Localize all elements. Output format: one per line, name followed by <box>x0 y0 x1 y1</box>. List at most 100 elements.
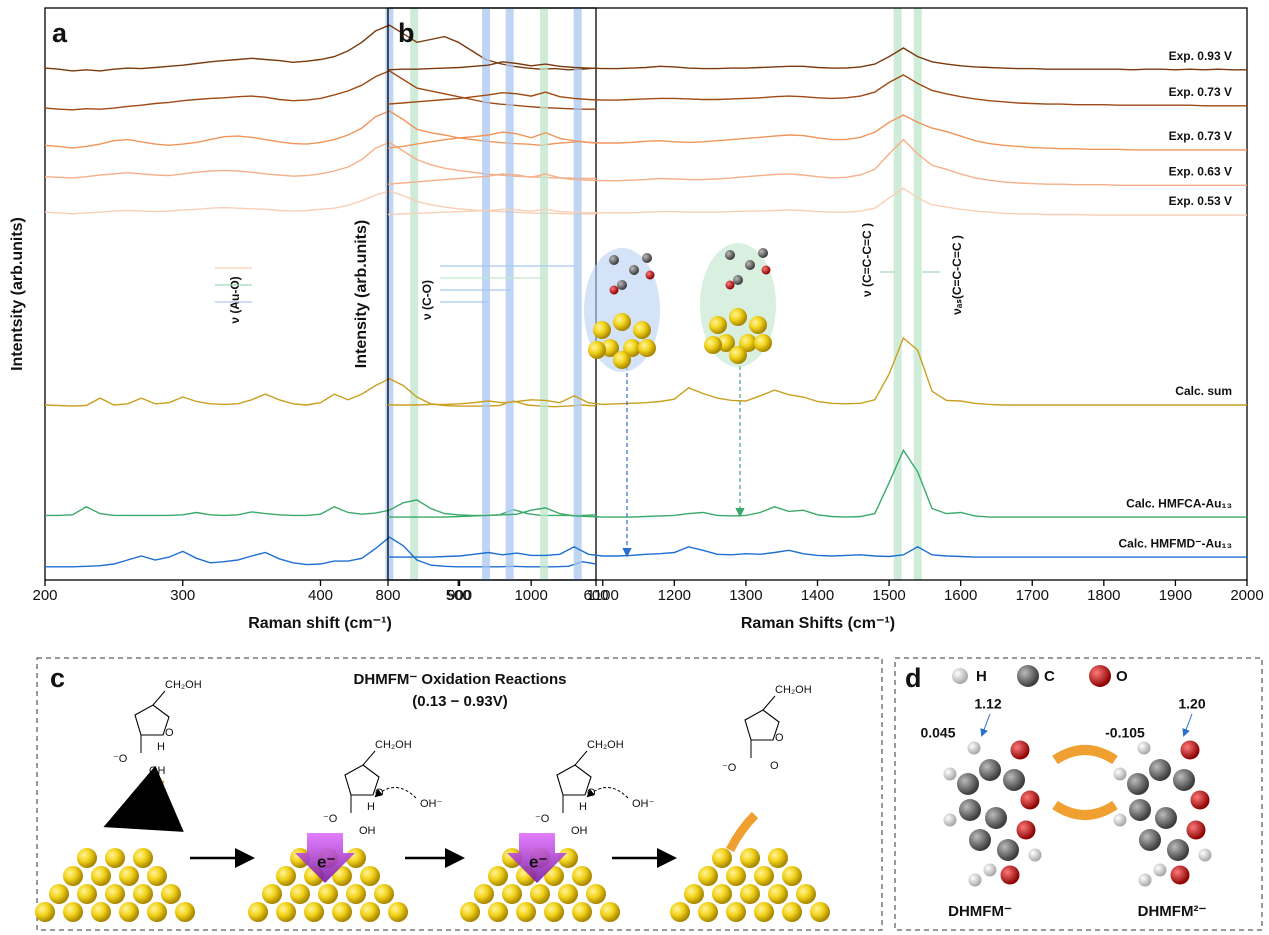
atom <box>35 902 55 922</box>
atom <box>374 884 394 904</box>
atom <box>704 336 722 354</box>
x-tick-label: 800 <box>375 587 400 604</box>
orange-arrow <box>725 811 759 853</box>
chem-label: OH <box>359 825 376 837</box>
series-label: Exp. 0.63 V <box>1169 164 1232 178</box>
series-label: Exp. 0.93 V <box>1169 49 1232 63</box>
pointer <box>980 713 991 737</box>
bond <box>152 690 166 706</box>
chem-label: OH <box>571 825 588 837</box>
panel-frame <box>894 657 1263 931</box>
atom <box>248 902 268 922</box>
curved-arrow <box>374 787 417 799</box>
molecule-name: DHMFM²⁻ <box>1138 903 1207 920</box>
annotation: ν (C=C-C=C ) <box>860 223 874 297</box>
atom <box>729 308 747 326</box>
atom <box>600 902 620 922</box>
molecules: H C O 1.12 1.20 0.045 -0.105 DHMFM⁻ DHMFM²⁻ <box>920 665 1212 920</box>
atom <box>1020 790 1040 810</box>
ring <box>556 764 592 796</box>
chem-label: ⁻O <box>113 753 128 765</box>
atom <box>318 884 338 904</box>
chem-label: H <box>157 741 165 753</box>
atom <box>49 884 69 904</box>
atom <box>782 866 802 886</box>
atom <box>943 813 957 827</box>
legend-label: H <box>976 668 987 685</box>
chem-label: CH₂OH <box>587 739 624 751</box>
chem-label: H <box>367 801 375 813</box>
atom <box>712 848 732 868</box>
atom <box>952 668 968 684</box>
series-label: Calc. HMFCA-Au₁₃ <box>1126 496 1232 510</box>
atom <box>119 866 139 886</box>
spectrum <box>387 74 1247 107</box>
atom <box>588 341 606 359</box>
atom <box>754 334 772 352</box>
atom <box>572 866 592 886</box>
legend-label: O <box>1116 668 1128 685</box>
atom <box>586 884 606 904</box>
spectrum <box>387 187 1247 216</box>
chem-label: CH₂OH <box>375 739 412 751</box>
atom <box>768 848 788 868</box>
atom <box>133 848 153 868</box>
atom <box>629 265 639 275</box>
atom <box>957 773 979 795</box>
atom <box>161 884 181 904</box>
chem-label: OH⁻ <box>420 798 443 810</box>
atom <box>1016 820 1036 840</box>
atom <box>388 902 408 922</box>
atom <box>810 902 830 922</box>
atom <box>1129 799 1151 821</box>
atom <box>729 346 747 364</box>
x-axis-title: Raman shift (cm⁻¹) <box>248 615 392 632</box>
atom <box>1173 769 1195 791</box>
highlight-band <box>505 8 514 580</box>
atom <box>502 884 522 904</box>
atom <box>1113 767 1127 781</box>
spectrum <box>44 24 597 72</box>
ring <box>134 704 170 736</box>
spectrum <box>387 114 1247 151</box>
x-axis-title: Raman Shifts (cm⁻¹) <box>741 615 895 632</box>
atom <box>304 902 324 922</box>
atom <box>754 902 774 922</box>
atom <box>488 866 508 886</box>
bond <box>762 695 776 711</box>
x-tick-label: 500 <box>446 587 471 604</box>
curved-arrow <box>586 787 629 799</box>
atom <box>739 334 757 352</box>
atom <box>670 902 690 922</box>
chem-label: ⁻O <box>722 762 737 774</box>
atom <box>262 884 282 904</box>
atom <box>1190 790 1210 810</box>
molecule-name: DHMFM⁻ <box>948 903 1012 920</box>
orange-arrow <box>1052 800 1118 820</box>
spectrum <box>387 138 1247 186</box>
atom <box>360 902 380 922</box>
atom <box>175 902 195 922</box>
series-label: Exp. 0.73 V <box>1169 85 1232 99</box>
atom <box>544 902 564 922</box>
atom <box>749 316 767 334</box>
x-tick-label: 1800 <box>1087 587 1120 604</box>
atom <box>712 884 732 904</box>
atom <box>726 866 746 886</box>
chem-label: OH⁻ <box>632 798 655 810</box>
highlight-band <box>385 8 394 580</box>
x-tick-label: 1700 <box>1016 587 1049 604</box>
scheme-title: DHMFM⁻ Oxidation Reactions <box>354 671 567 688</box>
series-label: Calc. HMFMD⁻-Au₁₃ <box>1118 536 1232 550</box>
atom <box>969 829 991 851</box>
atom <box>91 902 111 922</box>
atom <box>1170 865 1190 885</box>
atom <box>768 884 788 904</box>
atom <box>726 902 746 922</box>
atom <box>332 902 352 922</box>
x-tick-label: 1400 <box>801 587 834 604</box>
atom <box>740 884 760 904</box>
x-tick-label: 1200 <box>658 587 691 604</box>
atom <box>77 884 97 904</box>
atom <box>1153 863 1167 877</box>
